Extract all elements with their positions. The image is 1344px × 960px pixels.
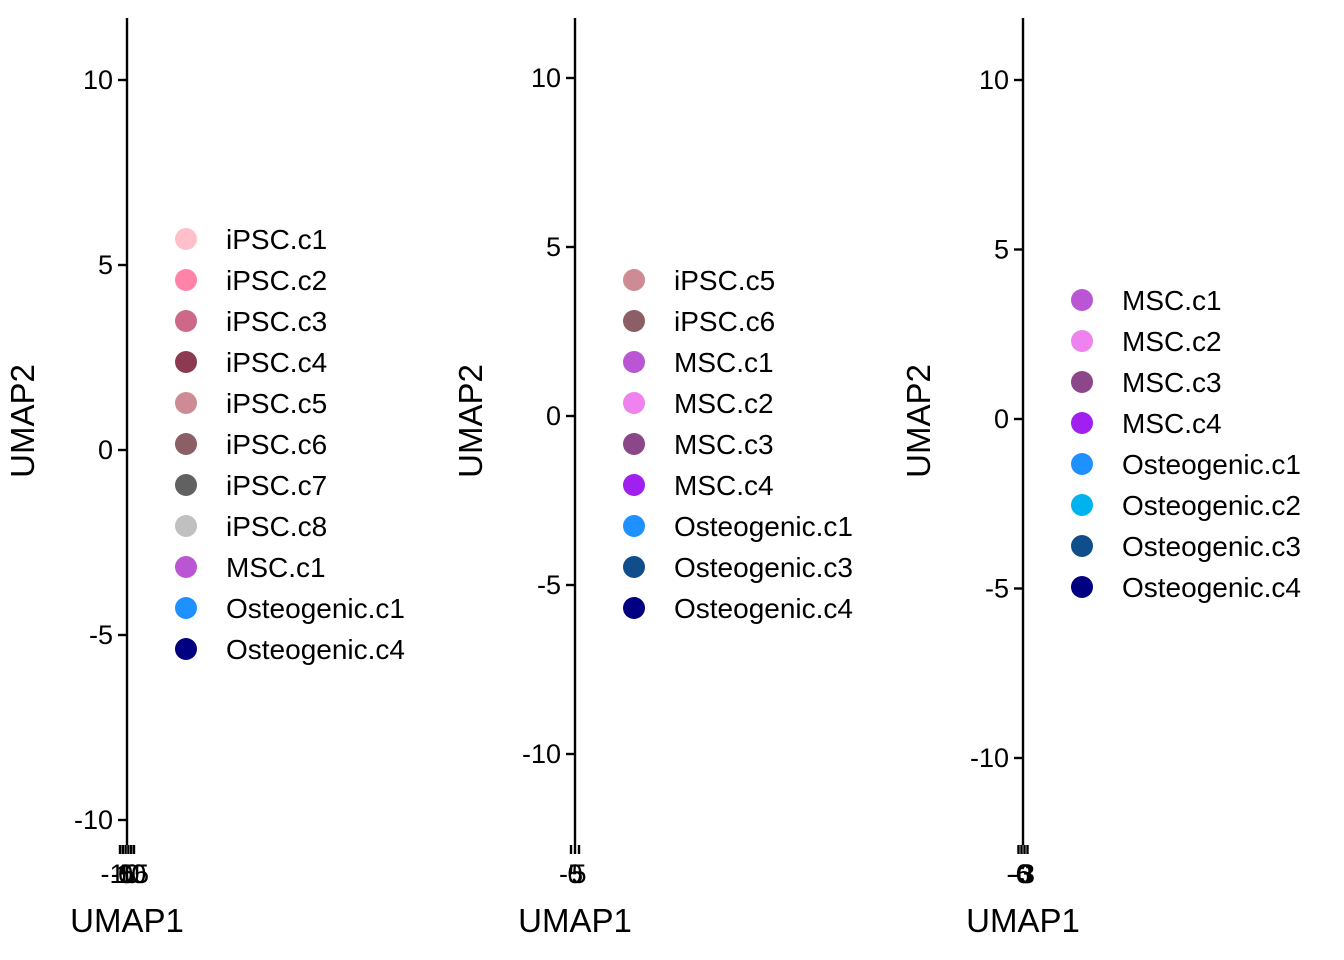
legend-label: MSC.c3 xyxy=(674,429,774,460)
legend-label: iPSC.c4 xyxy=(226,347,327,378)
y-tick-label: 5 xyxy=(994,235,1009,265)
legend-label: MSC.c4 xyxy=(1122,408,1222,439)
x-tick-label: 0 xyxy=(567,859,582,889)
y-tick-label: 10 xyxy=(979,65,1009,95)
x-tick-label: -10 xyxy=(100,859,139,889)
legend-label: Osteogenic.c1 xyxy=(674,511,853,542)
legend-key-dot xyxy=(1071,371,1093,393)
umap-panel-1: 1050-5-10-10-5051015UMAP1UMAP2iPSC.c1iPS… xyxy=(4,18,405,939)
legend-key-dot xyxy=(623,433,645,455)
y-tick-label: -10 xyxy=(522,739,561,769)
y-tick-label: 5 xyxy=(98,250,113,280)
legend: MSC.c1 MSC.c2 MSC.c3 MSC.c4 Osteogenic.c1 Ost… xyxy=(1071,285,1301,603)
legend-label: MSC.c2 xyxy=(674,388,774,419)
legend-key-dot xyxy=(175,474,197,496)
y-axis-title: UMAP2 xyxy=(4,364,41,478)
legend-key-dot xyxy=(1071,535,1093,557)
legend-key-dot xyxy=(1071,494,1093,516)
umap-panel-3: 1050-5-10-6-303UMAP1UMAP2MSC.c1MSC.c2MSC… xyxy=(900,18,1301,939)
y-tick-label: 10 xyxy=(531,63,561,93)
legend-label: MSC.c2 xyxy=(1122,326,1222,357)
x-tick-label: 0 xyxy=(118,859,133,889)
y-tick-label: -10 xyxy=(74,805,113,835)
legend-key-dot xyxy=(623,351,645,373)
legend-key-dot xyxy=(1071,412,1093,434)
legend-label: MSC.c1 xyxy=(674,347,774,378)
x-tick-label: 0 xyxy=(1017,859,1032,889)
legend-key-dot xyxy=(623,597,645,619)
x-axis-title: UMAP1 xyxy=(70,902,184,939)
legend-key-dot xyxy=(1071,330,1093,352)
y-tick-label: -5 xyxy=(985,574,1009,604)
x-tick-label: -6 xyxy=(1006,859,1030,889)
x-tick-label: 10 xyxy=(116,859,146,889)
legend-label: iPSC.c8 xyxy=(226,511,327,542)
legend-label: Osteogenic.c4 xyxy=(674,593,853,624)
legend-key-dot xyxy=(623,474,645,496)
legend-key-dot xyxy=(623,269,645,291)
legend-label: Osteogenic.c4 xyxy=(1122,572,1301,603)
x-axis-title: UMAP1 xyxy=(966,902,1080,939)
x-axis-title: UMAP1 xyxy=(518,902,632,939)
legend-label: iPSC.c5 xyxy=(674,265,775,296)
legend-key-dot xyxy=(175,597,197,619)
umap-panel-2: 1050-5-10-505UMAP1UMAP2iPSC.c5iPSC.c6MSC… xyxy=(452,18,853,939)
legend-key-dot xyxy=(1071,453,1093,475)
legend-key-dot xyxy=(175,515,197,537)
legend-label: iPSC.c1 xyxy=(226,224,327,255)
legend-label: MSC.c4 xyxy=(674,470,774,501)
legend-label: MSC.c3 xyxy=(1122,367,1222,398)
legend-key-dot xyxy=(623,310,645,332)
legend-key-dot xyxy=(623,556,645,578)
x-tick-label: 15 xyxy=(119,859,149,889)
x-tick-label: -5 xyxy=(111,859,135,889)
y-axis-title: UMAP2 xyxy=(900,364,937,478)
legend-key-dot xyxy=(623,515,645,537)
legend-key-dot xyxy=(175,433,197,455)
legend-label: MSC.c1 xyxy=(1122,285,1222,316)
legend-key-dot xyxy=(1071,576,1093,598)
legend-label: Osteogenic.c1 xyxy=(226,593,405,624)
legend-key-dot xyxy=(175,228,197,250)
legend-key-dot xyxy=(175,351,197,373)
legend-label: iPSC.c6 xyxy=(674,306,775,337)
x-tick-label: -5 xyxy=(559,859,583,889)
legend-key-dot xyxy=(175,638,197,660)
legend-label: iPSC.c7 xyxy=(226,470,327,501)
legend-label: iPSC.c3 xyxy=(226,306,327,337)
y-tick-label: 0 xyxy=(546,401,561,431)
legend-label: iPSC.c2 xyxy=(226,265,327,296)
legend-key-dot xyxy=(175,556,197,578)
x-tick-label: -3 xyxy=(1009,859,1033,889)
legend-key-dot xyxy=(1071,289,1093,311)
y-tick-label: 10 xyxy=(83,65,113,95)
x-tick-label: 5 xyxy=(121,859,136,889)
y-tick-label: -5 xyxy=(89,620,113,650)
legend: iPSC.c5 iPSC.c6 MSC.c1 MSC.c2 MSC.c3 MSC.c4 Os… xyxy=(623,265,853,624)
legend-label: Osteogenic.c4 xyxy=(226,634,405,665)
y-tick-label: 5 xyxy=(546,232,561,262)
legend-label: iPSC.c5 xyxy=(226,388,327,419)
legend: iPSC.c1 iPSC.c2 iPSC.c3 iPSC.c4 iPSC.c5 iPSC.… xyxy=(175,224,405,665)
x-tick-label: 5 xyxy=(571,859,586,889)
legend-key-dot xyxy=(175,392,197,414)
legend-label: Osteogenic.c3 xyxy=(674,552,853,583)
legend-label: iPSC.c6 xyxy=(226,429,327,460)
y-tick-label: -5 xyxy=(537,570,561,600)
x-tick-label: 3 xyxy=(1020,859,1035,889)
legend-label: Osteogenic.c1 xyxy=(1122,449,1301,480)
legend-key-dot xyxy=(175,269,197,291)
legend-key-dot xyxy=(175,310,197,332)
legend-key-dot xyxy=(623,392,645,414)
legend-label: MSC.c1 xyxy=(226,552,326,583)
legend-label: Osteogenic.c2 xyxy=(1122,490,1301,521)
y-tick-label: -10 xyxy=(970,743,1009,773)
y-tick-label: 0 xyxy=(98,435,113,465)
y-axis-title: UMAP2 xyxy=(452,364,489,478)
legend-label: Osteogenic.c3 xyxy=(1122,531,1301,562)
y-tick-label: 0 xyxy=(994,404,1009,434)
